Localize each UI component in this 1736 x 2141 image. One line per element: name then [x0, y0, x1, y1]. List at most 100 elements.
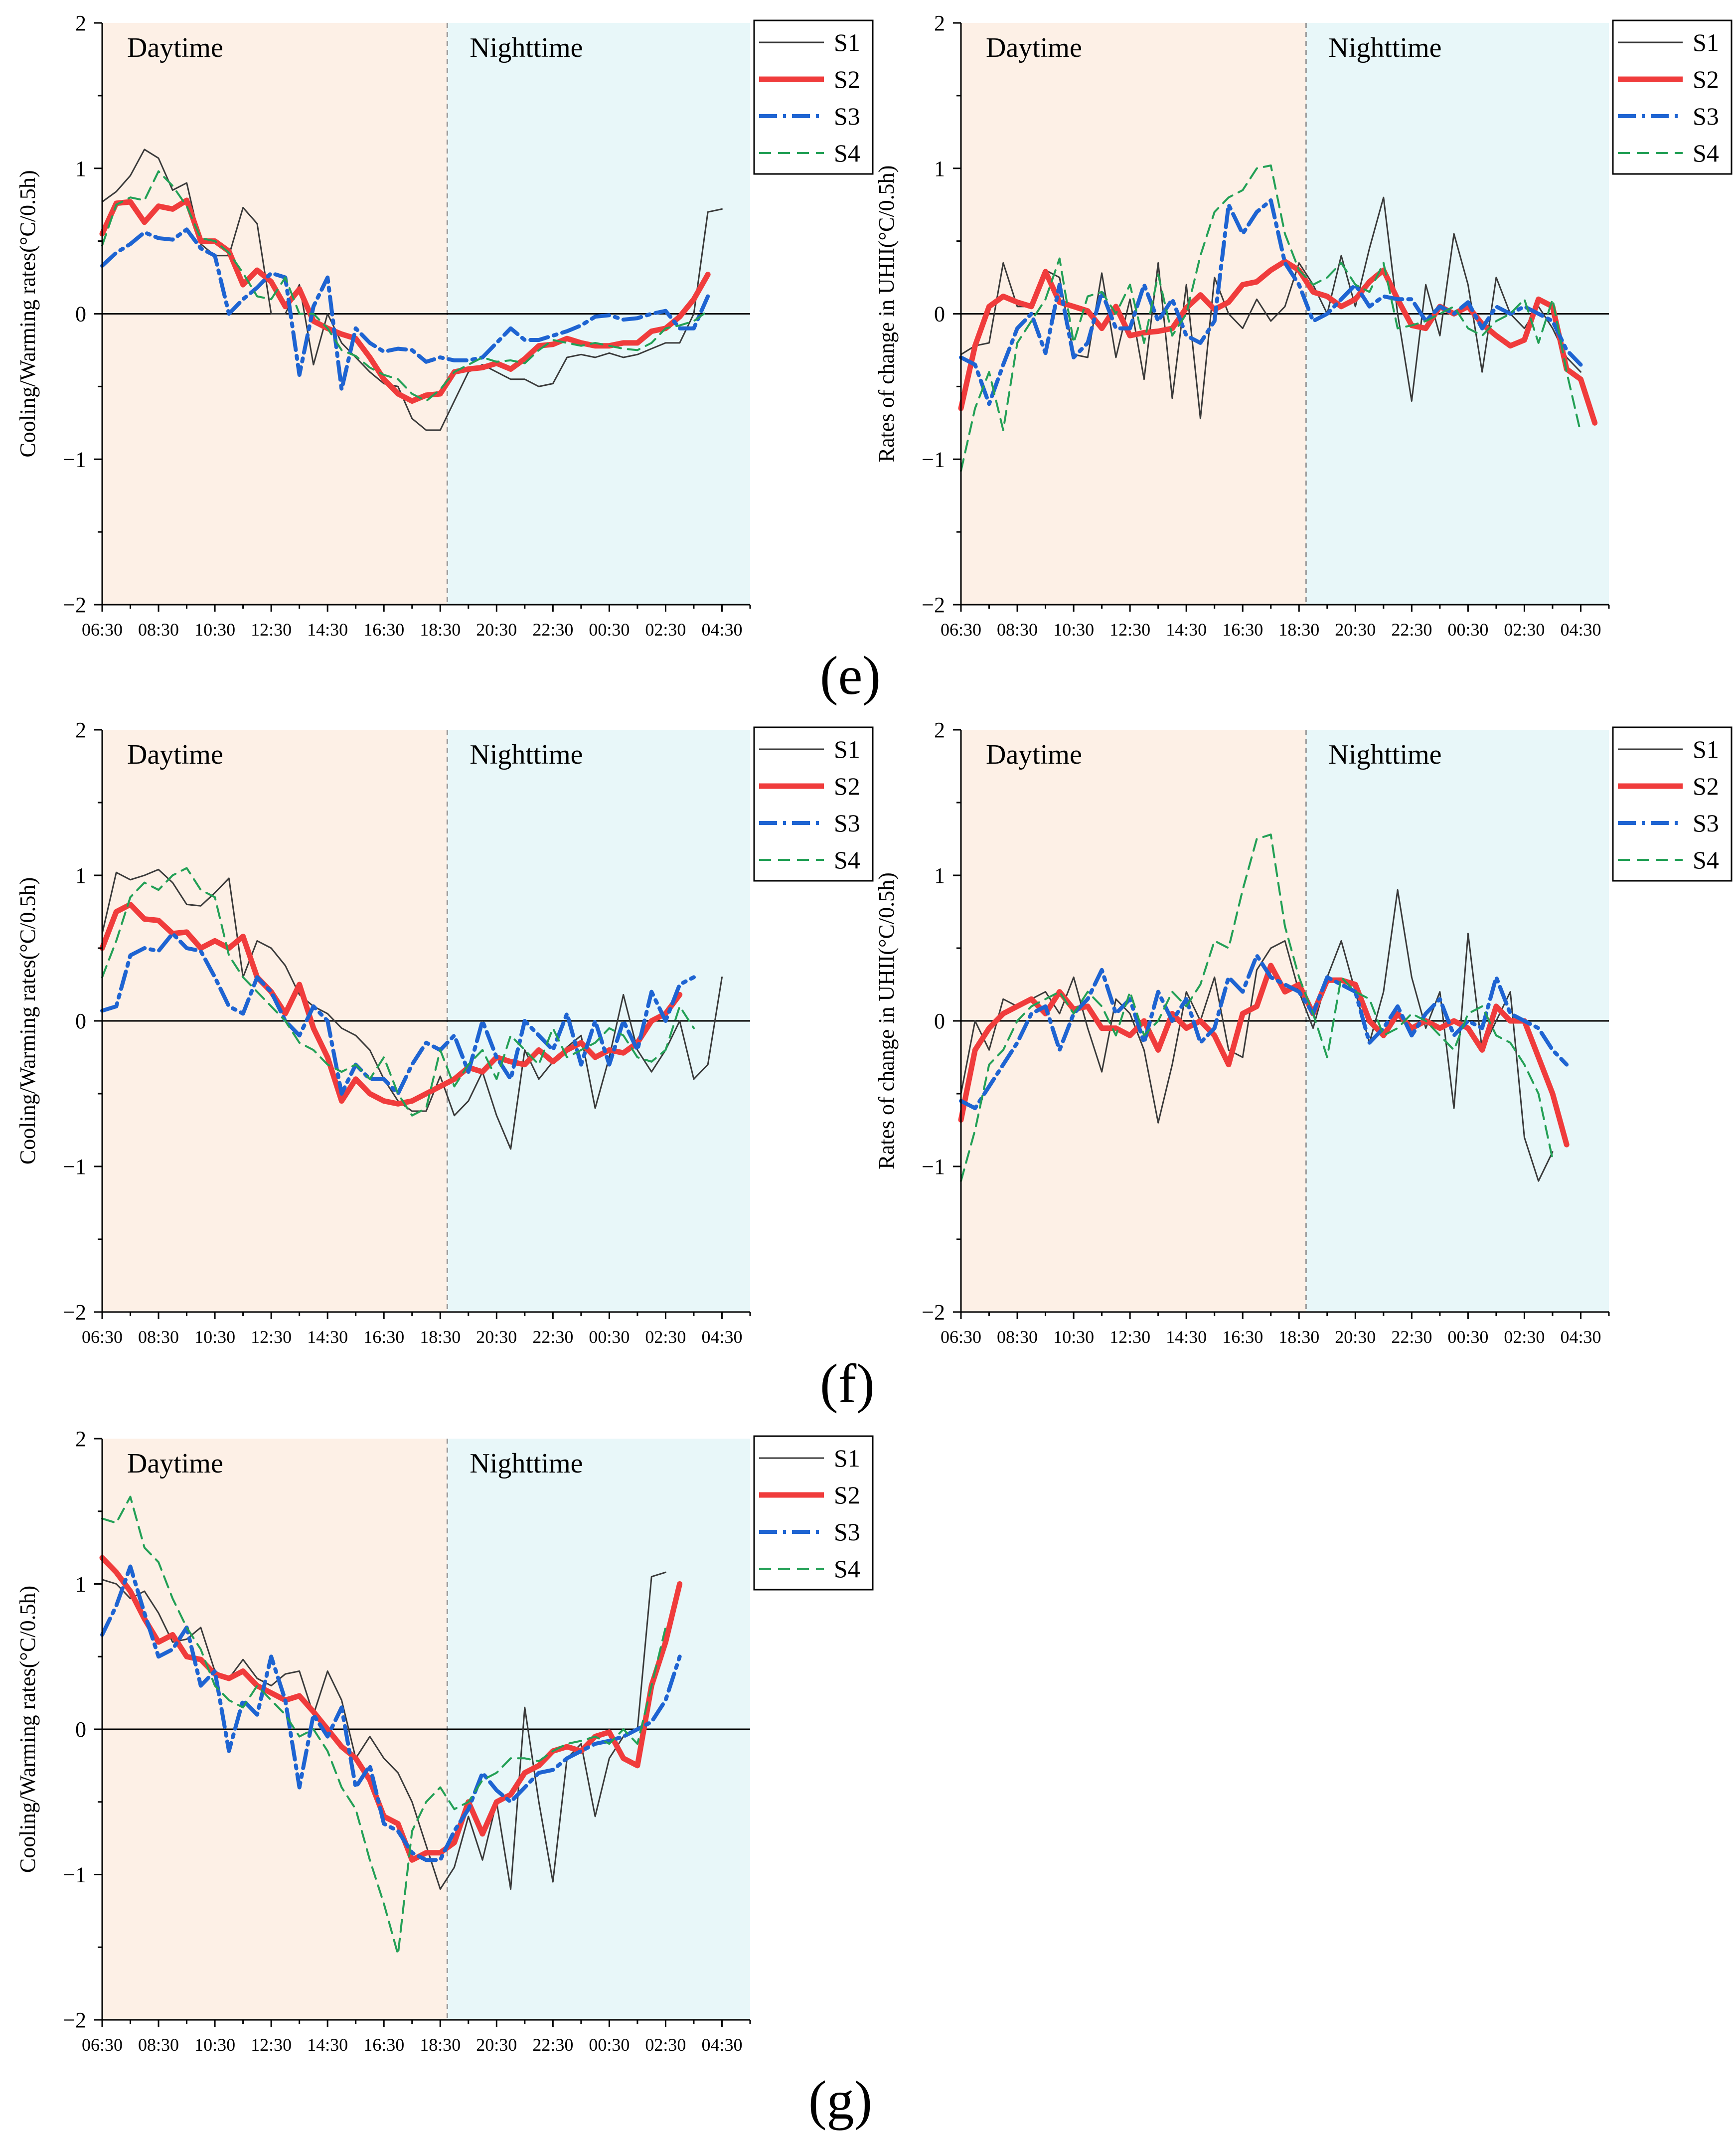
x-tick-label: 08:30: [997, 620, 1038, 640]
legend-label-s1: S1: [834, 735, 860, 763]
y-tick-label: 2: [75, 11, 86, 35]
x-tick-label: 10:30: [194, 620, 235, 640]
y-axis-label: Rates of change in UHII(°C/0.5h): [874, 165, 899, 463]
region-label-nighttime: Nighttime: [1328, 32, 1441, 63]
legend-label-s1: S1: [1693, 735, 1719, 763]
y-tick-label: −2: [63, 2008, 86, 2032]
x-tick-label: 14:30: [307, 1327, 348, 1347]
chart-f-left: Daytime Nighttime −2 −1 0 1 2 06:30 08:30 10:30 12…: [15, 718, 874, 1347]
series-line-s1: [101, 1571, 666, 1890]
series-line-s3: [959, 953, 1569, 1111]
y-tick-label: 2: [75, 718, 86, 742]
legend-box: [1612, 19, 1733, 175]
x-tick-label: 08:30: [997, 1327, 1038, 1347]
legend: S1 S2 S3 S4: [1612, 726, 1733, 882]
x-tick-label: 10:30: [194, 2035, 235, 2055]
legend-box: [1612, 726, 1733, 882]
region-label-daytime: Daytime: [127, 32, 223, 63]
y-tick-label: 1: [934, 157, 945, 181]
series-line-s1: [101, 149, 723, 431]
region-label-nighttime: Nighttime: [470, 1448, 583, 1479]
y-tick-label: 1: [75, 1572, 86, 1597]
region-label-nighttime: Nighttime: [470, 32, 583, 63]
x-tick-label: 04:30: [1560, 1327, 1601, 1347]
x-tick-label: 00:30: [589, 620, 630, 640]
x-tick-label: 18:30: [420, 1327, 461, 1347]
x-tick-label: 16:30: [363, 1327, 404, 1347]
region-label-daytime: Daytime: [127, 739, 223, 770]
legend: S1 S2 S3 S4: [753, 726, 874, 882]
x-tick-label: 16:30: [363, 2035, 404, 2055]
legend-box: [753, 19, 874, 175]
region-label-daytime: Daytime: [986, 32, 1082, 63]
y-tick-label: −2: [63, 593, 86, 617]
legend-label-s3: S3: [834, 102, 860, 130]
legend-label-s3: S3: [834, 809, 860, 837]
series-line-s1: [101, 868, 723, 1150]
legend-label-s2: S2: [1693, 65, 1719, 93]
legend-label-s2: S2: [834, 772, 860, 800]
x-tick-label: 00:30: [589, 2035, 630, 2055]
x-tick-label: 12:30: [1109, 620, 1150, 640]
legend-label-s4: S4: [834, 1555, 860, 1583]
y-tick-label: −1: [63, 1154, 86, 1179]
y-axis-label: Cooling/Warming rates(°C/0.5h): [15, 1586, 40, 1873]
x-tick-label: 06:30: [941, 1327, 981, 1347]
chart-g-left: Daytime Nighttime −2 −1 0 1 2 06:30 08:30 10:30 12…: [15, 1427, 874, 2055]
x-tick-label: 06:30: [82, 1327, 123, 1347]
region-label-nighttime: Nighttime: [470, 739, 583, 770]
x-tick-label: 18:30: [420, 2035, 461, 2055]
series-line-s2: [958, 259, 1598, 426]
y-tick-label: 1: [75, 863, 86, 888]
y-tick-label: 2: [934, 718, 945, 742]
y-axis-label: Cooling/Warming rates(°C/0.5h): [15, 170, 40, 457]
y-tick-label: 0: [75, 1717, 86, 1742]
x-tick-label: 02:30: [645, 2035, 686, 2055]
series-line-s3: [100, 931, 696, 1096]
legend-label-s1: S1: [834, 28, 860, 56]
legend-label-s4: S4: [834, 139, 860, 167]
region-label-daytime: Daytime: [986, 739, 1082, 770]
x-tick-label: 16:30: [363, 620, 404, 640]
x-tick-label: 12:30: [251, 1327, 292, 1347]
legend-label-s2: S2: [834, 65, 860, 93]
x-tick-label: 04:30: [701, 2035, 742, 2055]
x-tick-label: 14:30: [1166, 620, 1207, 640]
legend-label-s3: S3: [1693, 809, 1719, 837]
chart-f-right: Daytime Nighttime −2 −1 0 1 2 06:30 08:30 10:30 12…: [874, 718, 1733, 1347]
x-tick-label: 02:30: [645, 1327, 686, 1347]
x-tick-label: 04:30: [701, 1327, 742, 1347]
series-line-s3: [100, 227, 710, 392]
x-tick-label: 16:30: [1222, 1327, 1263, 1347]
legend: S1 S2 S3 S4: [753, 1435, 874, 1591]
legend-label-s3: S3: [834, 1518, 860, 1546]
y-tick-label: −1: [63, 1863, 86, 1887]
series-line-s2: [99, 901, 683, 1107]
series-line-s2: [99, 1555, 683, 1863]
x-tick-label: 22:30: [532, 2035, 573, 2055]
x-tick-label: 20:30: [1335, 620, 1376, 640]
x-tick-label: 02:30: [645, 620, 686, 640]
legend-label-s4: S4: [834, 846, 860, 874]
x-tick-label: 12:30: [251, 620, 292, 640]
x-tick-label: 22:30: [1391, 1327, 1432, 1347]
y-tick-label: 0: [75, 1009, 86, 1033]
series-line-s3: [100, 1564, 682, 1862]
x-tick-label: 20:30: [476, 620, 517, 640]
y-axis-label: Rates of change in UHII(°C/0.5h): [874, 872, 899, 1169]
x-tick-label: 06:30: [82, 620, 123, 640]
legend-label-s1: S1: [1693, 28, 1719, 56]
x-tick-label: 20:30: [1335, 1327, 1376, 1347]
x-tick-label: 08:30: [138, 1327, 179, 1347]
chart-e-left: Daytime Nighttime −2 −1 0 1 2 06:30 08:30 10:30 12…: [15, 11, 874, 640]
x-tick-label: 20:30: [476, 1327, 517, 1347]
x-tick-label: 18:30: [1278, 620, 1319, 640]
y-tick-label: −2: [63, 1300, 86, 1324]
y-tick-label: 2: [934, 11, 945, 35]
legend-label-s4: S4: [1693, 139, 1719, 167]
y-tick-label: 2: [75, 1427, 86, 1451]
x-tick-label: 22:30: [1391, 620, 1432, 640]
legend-label-s2: S2: [834, 1481, 860, 1509]
